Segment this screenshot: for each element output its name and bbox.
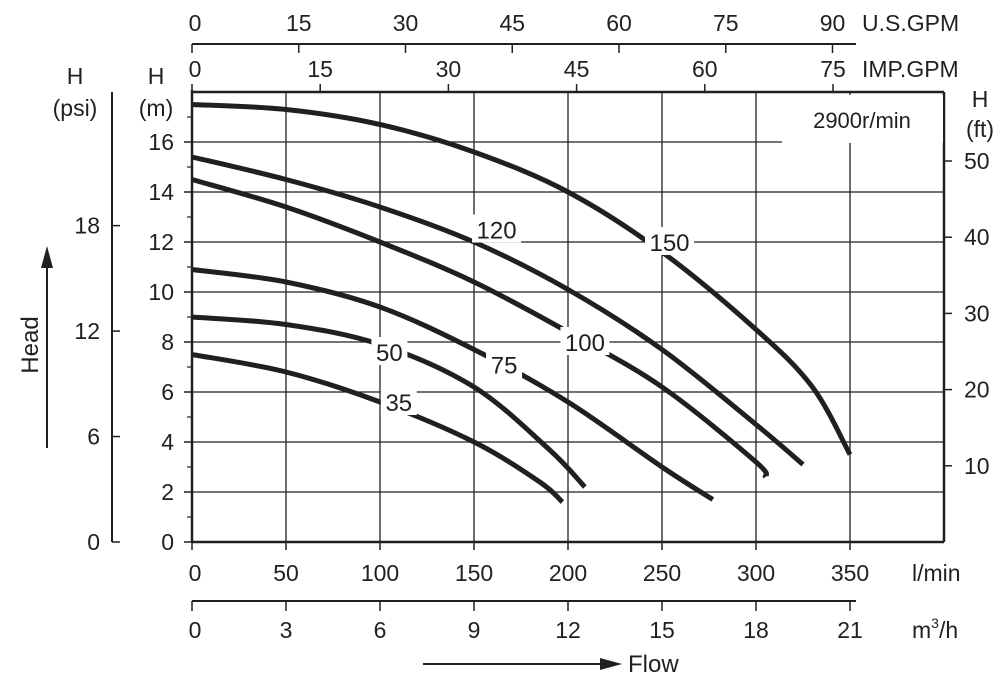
x-m3h-tick-label: 12 xyxy=(555,617,581,643)
curve-label-100: 100 xyxy=(565,330,605,357)
y-ft-tick-label: 30 xyxy=(964,300,990,326)
curve-label-bg xyxy=(371,337,408,365)
y-m-label-unit: (m) xyxy=(139,95,173,121)
m3h-unit-sup: 3 xyxy=(931,615,939,631)
curve-label-bg xyxy=(486,349,523,378)
curves xyxy=(191,102,853,504)
curve-label-35: 35 xyxy=(385,390,412,417)
flow-axis-title: Flow xyxy=(628,651,679,678)
x-m3h-tick-label: 18 xyxy=(743,617,769,643)
x-lmin-tick-label: 100 xyxy=(361,560,399,586)
us-gpm-unit: U.S.GPM xyxy=(862,10,959,36)
flow-arrow-head-icon xyxy=(600,658,622,670)
y-m-tick-label: 10 xyxy=(148,279,174,305)
curve-120 xyxy=(191,154,805,467)
curve-label-120: 120 xyxy=(477,218,517,245)
y-ft-tick-label: 50 xyxy=(964,148,990,174)
speed-annotation-box xyxy=(782,95,943,143)
curve-35 xyxy=(191,352,565,504)
x-lmin-tick-label: 50 xyxy=(273,560,299,586)
y-m-tick-label: 0 xyxy=(161,529,174,555)
y-m-tick-label: 4 xyxy=(161,429,174,455)
curve-label-75: 75 xyxy=(491,353,518,380)
curve-50 xyxy=(191,314,587,489)
y-m-tick-label: 2 xyxy=(161,479,174,505)
x-axis-unit-lmin: l/min xyxy=(912,560,961,586)
y-ft-tick-label: 20 xyxy=(964,377,990,403)
y-psi-label-unit: (psi) xyxy=(53,95,98,121)
curve-label-bg xyxy=(560,327,610,355)
x-m3h-tick-label: 15 xyxy=(649,617,675,643)
x-m3h-tick-label: 21 xyxy=(837,617,863,643)
impgpm-tick-label: 60 xyxy=(692,56,718,82)
y-m-label-h: H xyxy=(148,63,165,89)
grid xyxy=(192,92,944,542)
y-ft-tick-label: 40 xyxy=(964,224,990,250)
y-psi-tick-label: 12 xyxy=(74,318,100,344)
y-m-tick-label: 8 xyxy=(161,329,174,355)
x-m3h-tick-label: 6 xyxy=(374,617,387,643)
y-ft-tick-label: 10 xyxy=(964,453,990,479)
curve-label-bg xyxy=(645,227,695,255)
x-lmin-tick-label: 150 xyxy=(455,560,493,586)
impgpm-tick-label: 15 xyxy=(307,56,333,82)
y-psi-tick-label: 6 xyxy=(87,424,100,450)
y-psi-tick-label: 0 xyxy=(87,529,100,555)
x-m3h-tick-label: 9 xyxy=(468,617,481,643)
usgpm-tick-label: 15 xyxy=(286,10,312,36)
impgpm-tick-label: 0 xyxy=(189,56,202,82)
y-m-tick-label: 14 xyxy=(148,179,174,205)
curve-150 xyxy=(191,102,853,456)
head-axis-title: Head xyxy=(17,316,44,373)
curve-label-50: 50 xyxy=(376,340,403,367)
x-lmin-tick-label: 200 xyxy=(549,560,587,586)
usgpm-tick-label: 90 xyxy=(820,10,846,36)
usgpm-tick-label: 45 xyxy=(499,10,525,36)
impgpm-tick-label: 75 xyxy=(820,56,846,82)
y-ft-label-unit: (ft) xyxy=(966,116,994,142)
usgpm-tick-label: 75 xyxy=(713,10,739,36)
impgpm-tick-label: 45 xyxy=(564,56,590,82)
m3h-unit-base: m xyxy=(912,617,931,643)
curve-label-150: 150 xyxy=(649,230,689,257)
speed-annotation: 2900r/min xyxy=(813,108,911,133)
curve-75 xyxy=(191,267,715,502)
usgpm-tick-label: 0 xyxy=(189,10,202,36)
x-m3h-tick-label: 3 xyxy=(280,617,293,643)
curve-100 xyxy=(191,177,769,479)
y-m-tick-label: 12 xyxy=(148,229,174,255)
x-lmin-tick-label: 0 xyxy=(189,560,202,586)
x-lmin-tick-label: 350 xyxy=(831,560,869,586)
m3h-unit-tail: /h xyxy=(939,617,958,643)
x-m3h-tick-label: 0 xyxy=(189,617,202,643)
usgpm-tick-label: 30 xyxy=(393,10,419,36)
curve-label-bg xyxy=(380,387,417,415)
y-psi-label-h: H xyxy=(67,63,84,89)
imp-gpm-unit: IMP.GPM xyxy=(862,56,959,82)
head-arrow-head-icon xyxy=(41,246,53,268)
x-lmin-tick-label: 300 xyxy=(737,560,775,586)
x-lmin-tick-label: 250 xyxy=(643,560,681,586)
curve-label-bg xyxy=(472,214,522,243)
y-ft-label-h: H xyxy=(972,86,989,112)
impgpm-tick-label: 30 xyxy=(436,56,462,82)
x-axis-unit-m3h: m3/h xyxy=(912,615,958,643)
y-m-tick-label: 6 xyxy=(161,379,174,405)
y-psi-tick-label: 18 xyxy=(74,213,100,239)
curve-labels: 35 50 75 100 120 150 xyxy=(371,214,695,417)
y-m-tick-label: 16 xyxy=(148,129,174,155)
usgpm-tick-label: 60 xyxy=(606,10,632,36)
